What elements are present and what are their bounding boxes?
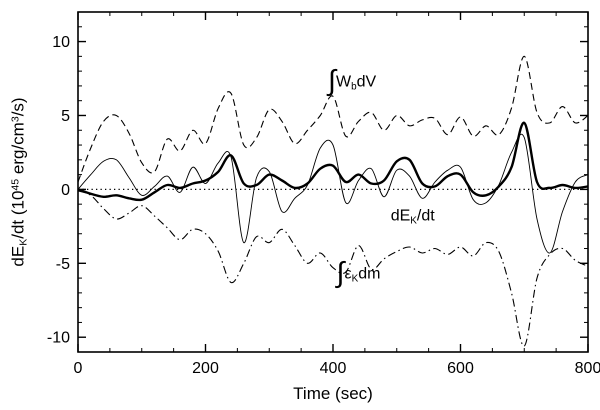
annotation-eps: ∫εKdm — [337, 259, 381, 288]
annotation-text: ε — [344, 265, 352, 283]
series--w-b-dv — [77, 55, 589, 183]
x-axis-title: Time (sec) — [293, 384, 373, 403]
series-unlabeled-thin-solid — [77, 133, 589, 254]
annotation-text: dE — [390, 207, 411, 225]
integral-icon: ∫ — [336, 257, 345, 290]
integral-icon: ∫ — [328, 64, 336, 97]
y-tick-label: 10 — [52, 34, 70, 51]
annotation-sub: K — [410, 215, 417, 227]
annotation-dek: dEK/dt — [391, 208, 435, 227]
x-tick-label: 800 — [575, 360, 600, 377]
annotation-wb: ∫WbdV — [328, 67, 377, 96]
x-tick-label: 200 — [192, 360, 219, 377]
y-axis-title-part: dE — [8, 245, 28, 267]
y-axis-title-part: /dt (10 — [8, 190, 28, 239]
annotation-sub: K — [351, 273, 359, 285]
x-tick-label: 400 — [320, 360, 347, 377]
annotation-text: dV — [356, 73, 377, 91]
y-axis-title-part: /s) — [8, 97, 28, 117]
series-de-k-dt-thick- — [77, 121, 589, 202]
axes-frame — [77, 11, 589, 353]
y-axis-title-sub: K — [17, 238, 30, 246]
y-tick-label: -10 — [47, 330, 70, 347]
series--k-dm — [77, 190, 589, 347]
x-tick-label: 600 — [447, 360, 474, 377]
annotation-sub: b — [351, 81, 357, 93]
y-axis-title-sup: 45 — [9, 178, 22, 191]
annotation-text: /dt — [416, 207, 435, 225]
y-axis-title-sup: 3 — [9, 116, 22, 123]
y-tick-label: -5 — [56, 256, 70, 273]
y-tick-label: 0 — [61, 182, 70, 199]
y-axis-title: dEK/dt (1045 erg/cm3/s) — [8, 97, 29, 266]
x-tick-label: 0 — [74, 360, 83, 377]
y-tick-label: 5 — [61, 108, 70, 125]
annotation-text: dm — [358, 265, 381, 283]
y-axis-title-part: erg/cm — [8, 122, 28, 179]
annotation-text: W — [335, 73, 352, 91]
